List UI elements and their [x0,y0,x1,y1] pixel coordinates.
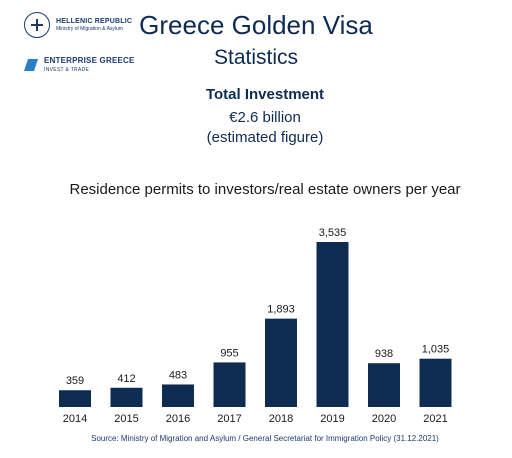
chart-title: Residence permits to investors/real esta… [69,181,461,198]
enterprise-greece-mark-icon [24,58,38,71]
greek-emblem-icon [24,12,50,38]
bar-2018 [265,318,297,407]
value-label-2019: 3,535 [319,227,347,239]
value-label-2018: 1,893 [267,304,295,316]
x-tick-label-2018: 2018 [269,413,293,425]
value-label-2014: 359 [66,375,84,387]
hellenic-republic-logo: HELLENIC REPUBLIC Ministry of Migration … [24,12,132,38]
ministry-name: Ministry of Migration & Asylum [56,26,123,32]
total-investment-value: €2.6 billion [229,109,301,126]
republic-name: HELLENIC REPUBLIC [56,18,133,25]
bar-2021 [419,358,452,407]
agency-name: ENTERPRISE GREECE [44,56,135,65]
total-investment-label: Total Investment [205,86,325,103]
bar-2017 [213,362,246,407]
bar-2015 [110,387,143,407]
value-label-2020: 938 [375,348,393,360]
x-tick-label-2021: 2021 [423,413,447,425]
x-tick-label-2020: 2020 [372,413,396,425]
x-tick-label-2019: 2019 [320,413,344,425]
page-title: Greece Golden Visa [139,10,373,40]
bar-2020 [368,363,400,407]
source-note: Source: Ministry of Migration and Asylum… [91,434,439,443]
enterprise-greece-logo: ENTERPRISE GREECE INVEST & TRADE [24,56,135,73]
bar-2014 [59,390,91,407]
x-tick-label-2017: 2017 [217,413,241,425]
value-label-2016: 483 [169,369,187,381]
x-tick-label-2015: 2015 [114,413,138,425]
bar-2019 [316,242,349,407]
agency-tagline: INVEST & TRADE [44,67,90,73]
value-label-2021: 1,035 [422,344,450,356]
x-tick-label-2014: 2014 [63,413,87,425]
bar-2016 [162,384,194,407]
value-label-2015: 412 [117,373,135,385]
x-tick-label-2016: 2016 [166,413,190,425]
page-subtitle: Statistics [213,46,299,69]
total-investment-note: (estimated figure) [206,129,324,146]
value-label-2017: 955 [220,347,238,359]
